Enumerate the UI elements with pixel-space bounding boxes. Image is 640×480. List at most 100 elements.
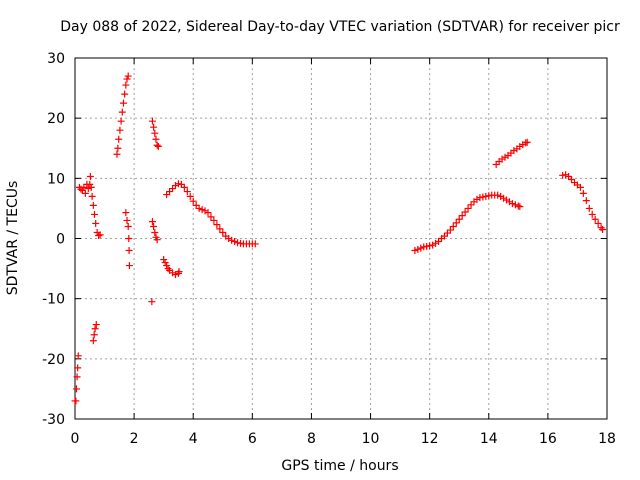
data-point bbox=[467, 201, 475, 209]
data-point bbox=[163, 262, 171, 270]
data-point bbox=[86, 180, 94, 188]
data-point bbox=[192, 201, 200, 209]
data-point bbox=[151, 228, 159, 236]
data-point bbox=[494, 191, 502, 199]
data-point bbox=[588, 210, 596, 218]
data-point bbox=[125, 262, 133, 270]
x-tick-label: 16 bbox=[539, 431, 557, 447]
data-point bbox=[161, 259, 169, 267]
data-point bbox=[210, 216, 218, 224]
data-point bbox=[231, 238, 239, 246]
series-seg6 bbox=[148, 117, 162, 150]
data-point bbox=[514, 202, 522, 210]
x-tick-label: 10 bbox=[362, 431, 380, 447]
data-point bbox=[150, 123, 158, 131]
data-point bbox=[78, 186, 86, 194]
x-tick-label: 0 bbox=[71, 431, 80, 447]
data-point bbox=[594, 219, 602, 227]
data-point bbox=[219, 228, 227, 236]
y-tick-label: 0 bbox=[56, 232, 65, 248]
data-point bbox=[124, 72, 132, 80]
data-point bbox=[72, 397, 80, 405]
data-point bbox=[426, 242, 434, 250]
data-point bbox=[86, 173, 94, 181]
data-point bbox=[148, 298, 156, 306]
series-seg4 bbox=[113, 72, 132, 158]
series-seg7 bbox=[148, 218, 161, 244]
y-tick-label: -20 bbox=[42, 352, 65, 368]
axis-ticks: 0 2 4 6 8 10 12 14 16 18 -30 -20 -10 0 10 20 30 bbox=[42, 51, 616, 447]
data-point bbox=[189, 197, 197, 205]
data-point bbox=[591, 215, 599, 223]
data-point bbox=[174, 180, 182, 188]
y-axis-label: SDTVAR / TECUs bbox=[5, 181, 21, 296]
data-point bbox=[443, 229, 451, 237]
data-point bbox=[446, 226, 454, 234]
data-point bbox=[482, 192, 490, 200]
data-point bbox=[177, 180, 185, 188]
data-point bbox=[582, 197, 590, 205]
data-point bbox=[92, 321, 100, 329]
data-point bbox=[204, 209, 212, 217]
data-point bbox=[74, 352, 82, 360]
data-point bbox=[195, 204, 203, 212]
data-point bbox=[113, 150, 121, 158]
data-point bbox=[89, 201, 97, 209]
series-seg13 bbox=[559, 171, 607, 233]
data-point bbox=[123, 75, 131, 83]
data-point bbox=[411, 247, 419, 255]
data-point bbox=[479, 193, 487, 201]
data-point bbox=[186, 192, 194, 200]
data-point bbox=[88, 192, 96, 200]
data-point bbox=[169, 185, 177, 193]
data-point bbox=[171, 271, 179, 279]
x-tick-label: 6 bbox=[248, 431, 257, 447]
data-point bbox=[84, 185, 92, 193]
data-point bbox=[92, 219, 100, 227]
data-point bbox=[455, 215, 463, 223]
data-point bbox=[153, 236, 161, 244]
data-point bbox=[207, 213, 215, 221]
data-point bbox=[522, 139, 530, 147]
data-point bbox=[95, 231, 103, 239]
data-point bbox=[81, 189, 89, 197]
data-point bbox=[119, 99, 127, 107]
data-point bbox=[216, 225, 224, 233]
data-point bbox=[464, 204, 472, 212]
data-point bbox=[153, 141, 161, 149]
data-point bbox=[461, 208, 469, 216]
data-point bbox=[251, 240, 259, 248]
x-tick-label: 4 bbox=[189, 431, 198, 447]
series-seg11 bbox=[411, 191, 524, 255]
data-point bbox=[452, 219, 460, 227]
data-point bbox=[458, 212, 466, 220]
data-point bbox=[511, 201, 519, 209]
data-point bbox=[114, 144, 122, 152]
chart-title: Day 088 of 2022, Sidereal Day-to-day VTE… bbox=[60, 19, 620, 35]
data-points bbox=[71, 72, 607, 405]
data-point bbox=[154, 142, 162, 150]
data-point bbox=[116, 126, 124, 134]
data-point bbox=[183, 188, 191, 196]
data-point bbox=[599, 225, 607, 233]
data-point bbox=[449, 222, 457, 230]
data-point bbox=[476, 194, 484, 202]
x-tick-label: 12 bbox=[421, 431, 439, 447]
data-point bbox=[122, 209, 130, 217]
data-point bbox=[148, 117, 156, 125]
data-point bbox=[125, 247, 133, 255]
data-point bbox=[117, 117, 125, 125]
grid-lines bbox=[75, 58, 607, 419]
y-tick-label: 20 bbox=[47, 111, 65, 127]
data-point bbox=[152, 135, 160, 143]
data-point bbox=[485, 192, 493, 200]
data-point bbox=[160, 256, 168, 264]
data-point bbox=[576, 183, 584, 191]
data-point bbox=[96, 231, 104, 239]
data-point bbox=[559, 171, 567, 179]
data-point bbox=[585, 204, 593, 212]
data-point bbox=[492, 160, 500, 168]
data-point bbox=[122, 81, 130, 89]
x-tick-label: 2 bbox=[130, 431, 139, 447]
